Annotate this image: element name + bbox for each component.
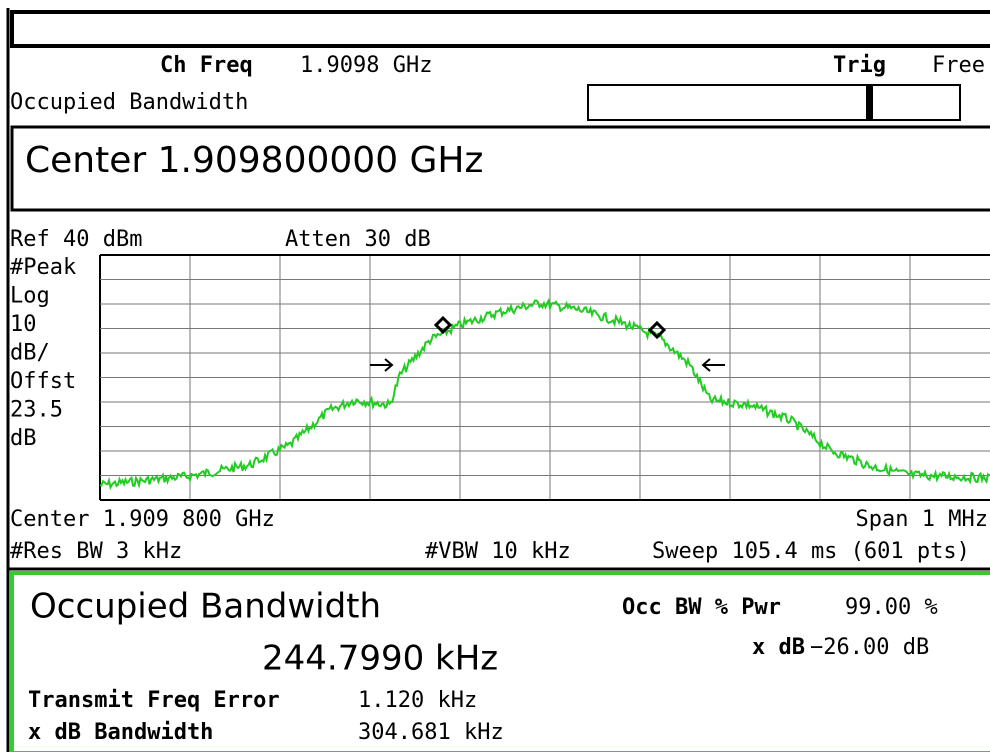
sweep-marker [866,85,873,120]
trig-label: Trig [833,53,886,78]
trig: Free [932,53,985,78]
res-bw: #Res BW 3 kHz [10,539,182,564]
occ-bw-label: Occ BW % Pwr [622,595,781,620]
bw-arrow-right [701,358,725,372]
occ-bw: 99.00 % [845,595,938,620]
result-value: 244.7990 kHz [262,639,498,679]
sweep-bar [587,84,961,121]
scale-label: dB [10,426,37,451]
ch-freq: 1.9098 GHz [300,53,432,78]
tfe: 1.120 kHz [358,688,477,713]
scale-label: Log [10,284,50,309]
tfe-label: Transmit Freq Error [28,688,280,713]
bw-arrow-left [370,358,394,372]
scale-label: 23.5 [10,398,63,423]
scale-label: Offst [10,369,76,394]
result-title: Occupied Bandwidth [30,587,381,627]
center-freq: Center 1.909 800 GHz [10,507,275,532]
vbw: #VBW 10 kHz [425,539,571,564]
atten: Atten 30 dB [285,227,431,252]
scale-label: 10 [10,312,37,337]
xdb-bw: 304.681 kHz [358,720,504,745]
xdb-label: x dB [752,635,805,660]
marker-diamond [433,315,453,335]
sweep: Sweep 105.4 ms (601 pts) [652,539,970,564]
top-bar [10,10,990,48]
span: Span 1 MHz [856,507,988,532]
scale-label: #Peak [10,255,76,280]
center-entry: Center 1.909800000 GHz [25,140,483,181]
graticule [99,254,990,501]
mode: Occupied Bandwidth [10,90,248,115]
xdb: −26.00 dB [810,635,929,660]
center-box [10,125,990,212]
ch-freq-label: Ch Freq [160,53,253,78]
xdb-bw-label: x dB Bandwidth [28,720,213,745]
ref-level: Ref 40 dBm [10,227,142,252]
trace [99,297,990,491]
scale-label: dB/ [10,341,50,366]
results-box [10,571,990,752]
marker-diamond [647,320,667,340]
